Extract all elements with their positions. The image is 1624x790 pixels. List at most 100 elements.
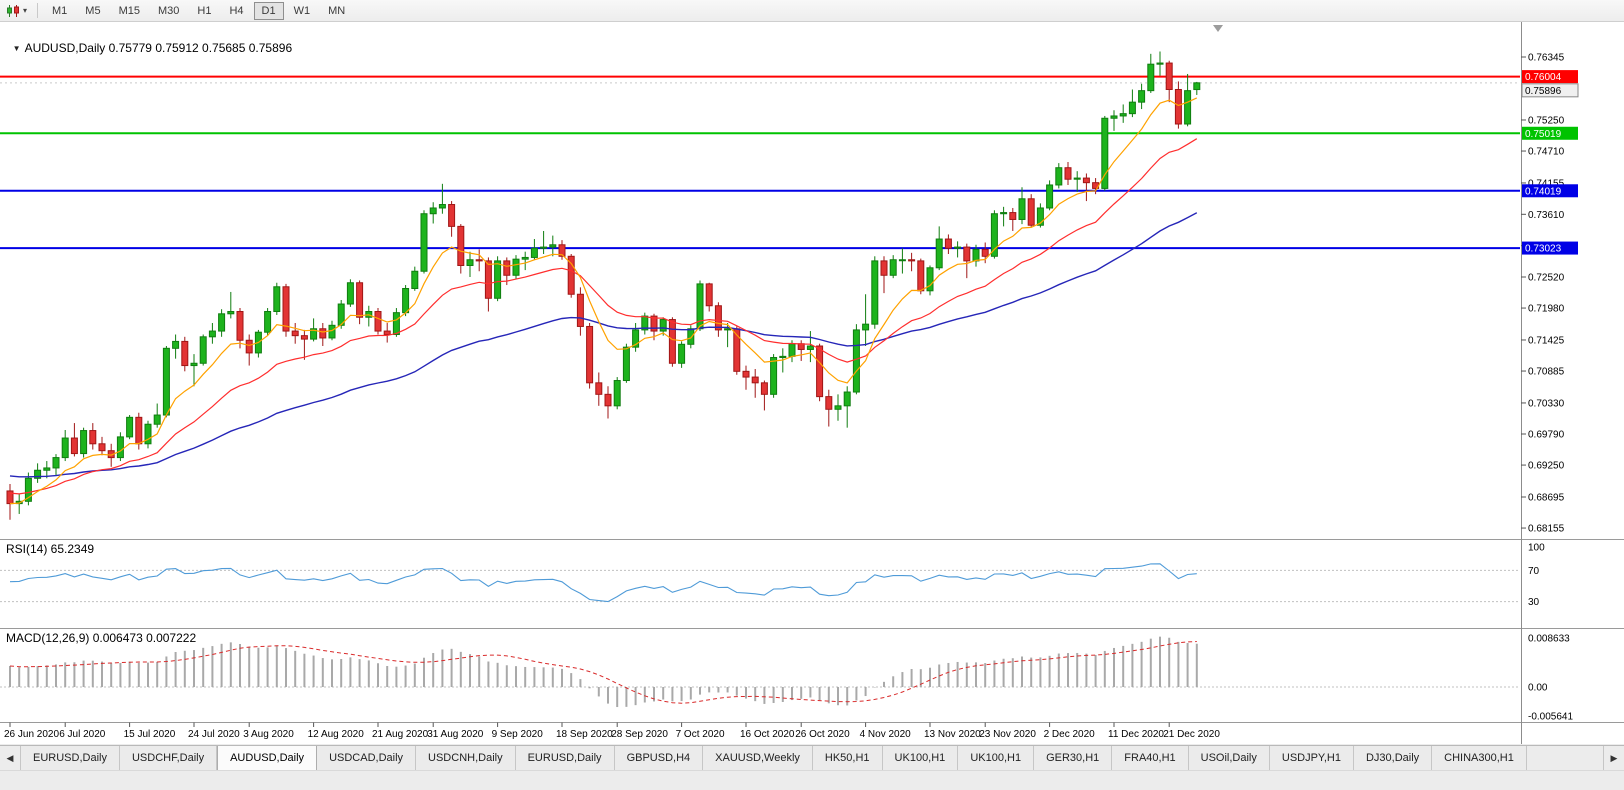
macd-signal-line bbox=[9, 641, 1197, 704]
svg-text:28 Sep 2020: 28 Sep 2020 bbox=[611, 729, 668, 740]
dropdown-caret-icon: ▾ bbox=[23, 5, 28, 15]
svg-text:16 Oct 2020: 16 Oct 2020 bbox=[740, 729, 795, 740]
svg-text:26 Oct 2020: 26 Oct 2020 bbox=[795, 729, 850, 740]
ma-fast-line[interactable] bbox=[9, 97, 1198, 505]
tab-fra40-h1[interactable]: FRA40,H1 bbox=[1112, 746, 1189, 770]
svg-text:13 Nov 2020: 13 Nov 2020 bbox=[924, 729, 981, 740]
tab-dj30-daily[interactable]: DJ30,Daily bbox=[1353, 746, 1433, 770]
svg-text:0.74155: 0.74155 bbox=[1528, 178, 1565, 189]
timeframe-button-m5[interactable]: M5 bbox=[85, 4, 101, 17]
svg-text:26 Jun 2020: 26 Jun 2020 bbox=[4, 729, 59, 740]
svg-text:0.75896: 0.75896 bbox=[1525, 86, 1562, 97]
tab-scroll-left-icon[interactable]: ◀ bbox=[0, 746, 21, 770]
tab-ger30-h1[interactable]: GER30,H1 bbox=[1034, 746, 1113, 770]
svg-text:0.68155: 0.68155 bbox=[1528, 524, 1565, 535]
svg-text:21 Aug 2020: 21 Aug 2020 bbox=[372, 729, 429, 740]
svg-text:21 Dec 2020: 21 Dec 2020 bbox=[1163, 729, 1220, 740]
tab-uk100-h1[interactable]: UK100,H1 bbox=[882, 746, 959, 770]
svg-text:6 Jul 2020: 6 Jul 2020 bbox=[59, 729, 106, 740]
tab-usoil-daily[interactable]: USOil,Daily bbox=[1188, 746, 1270, 770]
tab-eurusd-daily[interactable]: EURUSD,Daily bbox=[21, 746, 120, 770]
rsi-pane[interactable] bbox=[0, 563, 1520, 603]
svg-text:0.74019: 0.74019 bbox=[1525, 186, 1562, 197]
timeframe-buttons: M1 M5 M15 M30 H1 H4 D1 W1 MN bbox=[43, 1, 354, 20]
ma-mid-line[interactable] bbox=[9, 138, 1198, 495]
price-level-label bbox=[1522, 241, 1578, 255]
tab-xauusd-weekly[interactable]: XAUUSD,Weekly bbox=[703, 746, 813, 770]
svg-text:2 Dec 2020: 2 Dec 2020 bbox=[1044, 729, 1096, 740]
svg-text:0.71980: 0.71980 bbox=[1528, 304, 1565, 315]
svg-text:0.76004: 0.76004 bbox=[1525, 72, 1562, 83]
chart-canvas[interactable]: 0.76345 0.75250 0.74710 0.74155 0.73610 0.730… bbox=[0, 0, 1624, 744]
tab-china300-h1[interactable]: CHINA300,H1 bbox=[1432, 746, 1527, 770]
tab-usdjpy-h1[interactable]: USDJPY,H1 bbox=[1269, 746, 1354, 770]
svg-text:0.69250: 0.69250 bbox=[1528, 461, 1565, 472]
timeframe-button-w1[interactable]: W1 bbox=[293, 4, 311, 17]
svg-text:0.72520: 0.72520 bbox=[1528, 272, 1565, 283]
timeframe-button-m15[interactable]: M15 bbox=[118, 4, 140, 17]
svg-text:4 Nov 2020: 4 Nov 2020 bbox=[860, 729, 912, 740]
tab-usdcnh-daily[interactable]: USDCNH,Daily bbox=[416, 746, 516, 770]
symbol-tabs: EURUSD,Daily USDCHF,Daily AUDUSD,Daily USDC… bbox=[21, 746, 1603, 770]
price-level-label bbox=[1522, 126, 1578, 140]
svg-text:0.008633: 0.008633 bbox=[1528, 633, 1570, 644]
svg-text:70: 70 bbox=[1528, 566, 1540, 577]
tab-scroll-right-icon[interactable]: ▶ bbox=[1603, 746, 1624, 770]
candles bbox=[6, 51, 1201, 520]
svg-text:0.69790: 0.69790 bbox=[1528, 430, 1565, 441]
macd-pane[interactable] bbox=[0, 636, 1520, 708]
svg-text:0.76345: 0.76345 bbox=[1528, 53, 1565, 64]
chart-toolbar: ▾ M1 M5 M15 M30 H1 H4 D1 W1 MN bbox=[0, 0, 1624, 22]
svg-text:0.75019: 0.75019 bbox=[1525, 129, 1562, 140]
time-axis[interactable]: 26 Jun 2020 6 Jul 2020 15 Jul 2020 24 Jul 2… bbox=[4, 722, 1220, 741]
svg-text:100: 100 bbox=[1528, 543, 1545, 554]
svg-text:15 Jul 2020: 15 Jul 2020 bbox=[124, 729, 176, 740]
tab-hk50-h1[interactable]: HK50,H1 bbox=[812, 746, 883, 770]
chart-type-button[interactable]: ▾ bbox=[0, 4, 32, 18]
timeframe-button-m30[interactable]: M30 bbox=[157, 4, 180, 17]
svg-text:0.68695: 0.68695 bbox=[1528, 492, 1565, 503]
svg-text:12 Aug 2020: 12 Aug 2020 bbox=[308, 729, 365, 740]
svg-text:7 Oct 2020: 7 Oct 2020 bbox=[676, 729, 725, 740]
svg-text:9 Sep 2020: 9 Sep 2020 bbox=[492, 729, 544, 740]
timeframe-button-d1[interactable]: D1 bbox=[253, 1, 284, 20]
svg-text:0.75250: 0.75250 bbox=[1528, 115, 1565, 126]
price-axis[interactable]: 0.76345 0.75250 0.74710 0.74155 0.73610 0.730… bbox=[1521, 53, 1579, 723]
svg-text:0.73023: 0.73023 bbox=[1525, 244, 1562, 255]
tab-uk100-h1[interactable]: UK100,H1 bbox=[958, 746, 1035, 770]
price-level-label bbox=[1522, 184, 1578, 198]
status-strip bbox=[0, 770, 1624, 790]
timeframe-button-h4[interactable]: H4 bbox=[229, 4, 244, 17]
tab-gbpusd-h4[interactable]: GBPUSD,H4 bbox=[614, 746, 704, 770]
macd-histogram bbox=[9, 636, 1198, 708]
bid-price-label bbox=[1521, 83, 1579, 98]
svg-text:18 Sep 2020: 18 Sep 2020 bbox=[556, 729, 613, 740]
tab-eurusd-daily[interactable]: EURUSD,Daily bbox=[515, 746, 615, 770]
svg-text:11 Dec 2020: 11 Dec 2020 bbox=[1108, 729, 1164, 740]
price-pane[interactable] bbox=[0, 51, 1520, 520]
timeframe-button-h1[interactable]: H1 bbox=[197, 4, 212, 17]
tab-usdcad-daily[interactable]: USDCAD,Daily bbox=[317, 746, 417, 770]
svg-text:23 Nov 2020: 23 Nov 2020 bbox=[979, 729, 1036, 740]
svg-text:-0.005641: -0.005641 bbox=[1528, 712, 1573, 723]
svg-text:0.70885: 0.70885 bbox=[1528, 367, 1565, 378]
toolbar-separator bbox=[37, 3, 39, 18]
timeframe-button-mn[interactable]: MN bbox=[328, 4, 346, 17]
svg-text:0.70330: 0.70330 bbox=[1528, 398, 1565, 409]
svg-text:24 Jul 2020: 24 Jul 2020 bbox=[188, 729, 240, 740]
svg-text:3 Aug 2020: 3 Aug 2020 bbox=[243, 729, 294, 740]
candlestick-chart-icon bbox=[7, 4, 19, 17]
tab-usdchf-daily[interactable]: USDCHF,Daily bbox=[119, 746, 218, 770]
chart-background bbox=[0, 22, 1624, 744]
svg-text:0.74710: 0.74710 bbox=[1528, 147, 1565, 158]
tab-audusd-daily[interactable]: AUDUSD,Daily bbox=[217, 746, 318, 770]
svg-text:30: 30 bbox=[1528, 597, 1540, 608]
svg-text:0.71425: 0.71425 bbox=[1528, 335, 1565, 346]
timeframe-button-m1[interactable]: M1 bbox=[52, 4, 68, 17]
svg-text:0.00: 0.00 bbox=[1528, 683, 1548, 694]
price-level-label bbox=[1522, 70, 1578, 84]
ma-slow-line[interactable] bbox=[9, 212, 1198, 478]
chart-shift-marker-icon[interactable] bbox=[1213, 25, 1223, 32]
rsi-line bbox=[9, 563, 1197, 603]
svg-text:0.73610: 0.73610 bbox=[1528, 210, 1565, 221]
